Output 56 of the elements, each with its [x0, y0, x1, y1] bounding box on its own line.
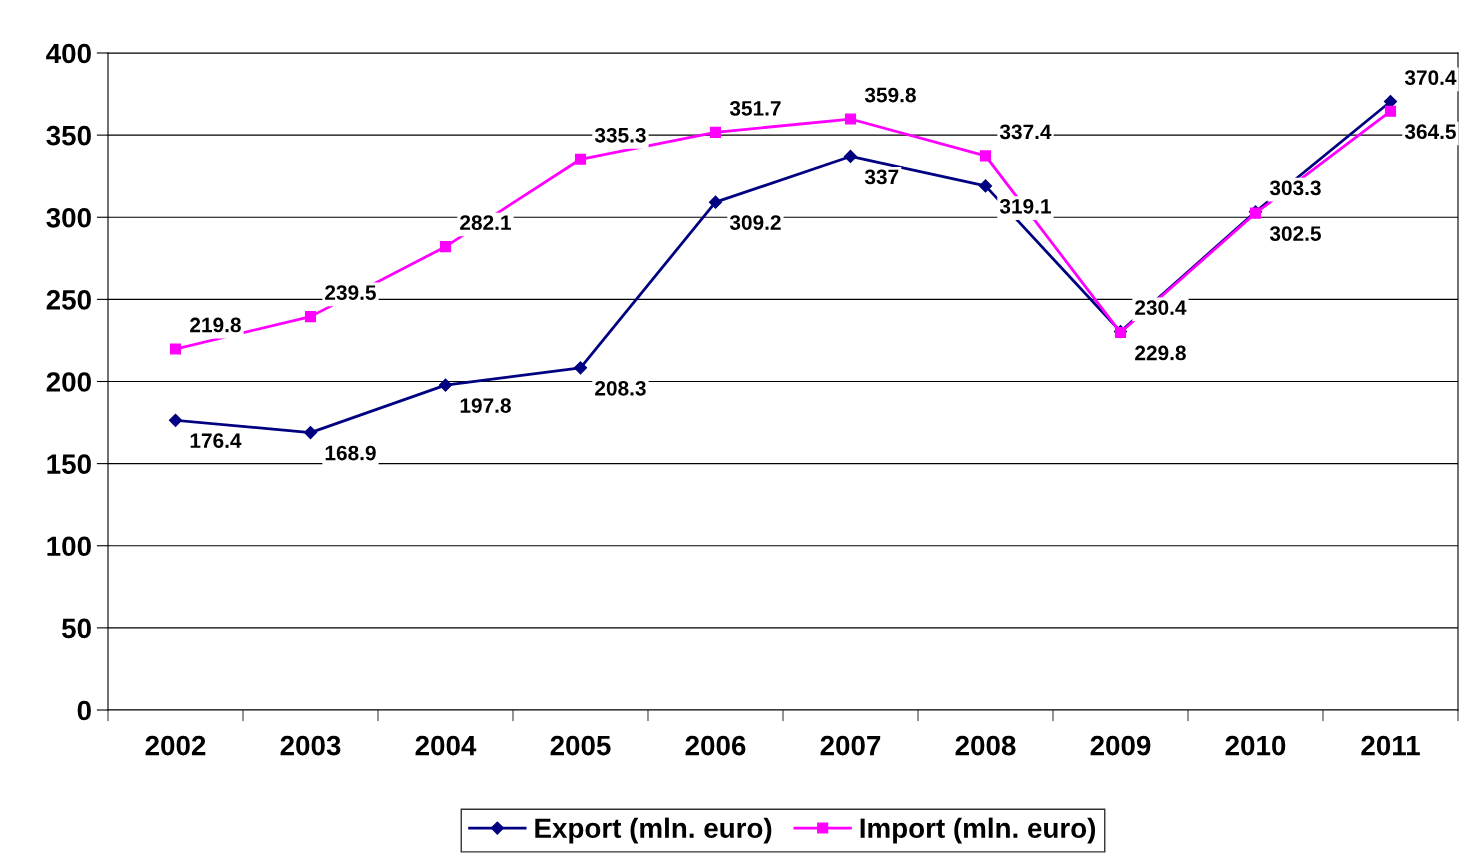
y-tick-label: 400: [46, 43, 91, 64]
point: [439, 241, 452, 253]
point: [169, 343, 182, 355]
data-label: 303.3: [1269, 180, 1321, 196]
data-label: 282.1: [460, 215, 511, 231]
point: [573, 361, 588, 375]
x-tick-label: 2010: [1225, 735, 1286, 756]
point: [168, 413, 183, 427]
point: [979, 150, 992, 162]
legend-label: Import (mln. euro): [860, 817, 1096, 844]
point: [1384, 105, 1397, 117]
data-label: 239.5: [325, 285, 376, 301]
point: [303, 425, 318, 440]
data-label: 230.4: [1135, 300, 1187, 315]
data-label: 364.5: [1404, 124, 1456, 140]
y-tick-label: 350: [46, 125, 91, 146]
x-tick-label: 2004: [415, 735, 477, 756]
y-tick-label: 250: [46, 290, 91, 310]
legend-label: Export (mln. euro): [535, 817, 772, 844]
data-label: 229.8: [1135, 345, 1186, 361]
data-label: 219.8: [190, 317, 241, 333]
point: [708, 195, 723, 209]
data-label: 302.5: [1269, 226, 1321, 241]
x-tick-label: 2008: [955, 735, 1016, 756]
point: [574, 153, 587, 165]
data-label: 335.3: [594, 127, 646, 143]
y-tick-label: 300: [46, 207, 91, 228]
data-label: 176.4: [190, 433, 242, 449]
y-tick-label: 0: [77, 700, 91, 721]
data-label: 197.8: [460, 398, 511, 413]
x-tick-label: 2009: [1090, 735, 1151, 756]
point: [438, 378, 453, 392]
y-tick-label: 150: [47, 454, 91, 474]
point: [978, 179, 993, 193]
data-label: 337: [864, 169, 899, 185]
data-label: 208.3: [595, 380, 646, 396]
data-label: 309.2: [729, 215, 781, 230]
x-tick-label: 2005: [550, 735, 611, 756]
point: [844, 113, 857, 125]
data-label: 337.4: [999, 124, 1052, 140]
data-label: 351.7: [729, 100, 781, 116]
x-tick-label: 2007: [820, 735, 881, 756]
data-label: 359.8: [864, 87, 916, 103]
data-label: 168.9: [325, 445, 376, 461]
y-tick-label: 100: [47, 536, 91, 557]
x-tick-label: 2003: [280, 735, 341, 756]
point: [709, 126, 722, 138]
data-label: 319.1: [999, 198, 1051, 214]
x-tick-label: 2002: [145, 735, 206, 756]
x-tick-label: 2011: [1361, 735, 1420, 756]
y-tick-label: 200: [46, 372, 91, 392]
point: [304, 311, 317, 323]
x-tick-label: 2006: [685, 735, 746, 756]
data-label: 370.4: [1404, 70, 1457, 86]
y-tick-label: 50: [61, 618, 91, 639]
point: [843, 149, 858, 164]
